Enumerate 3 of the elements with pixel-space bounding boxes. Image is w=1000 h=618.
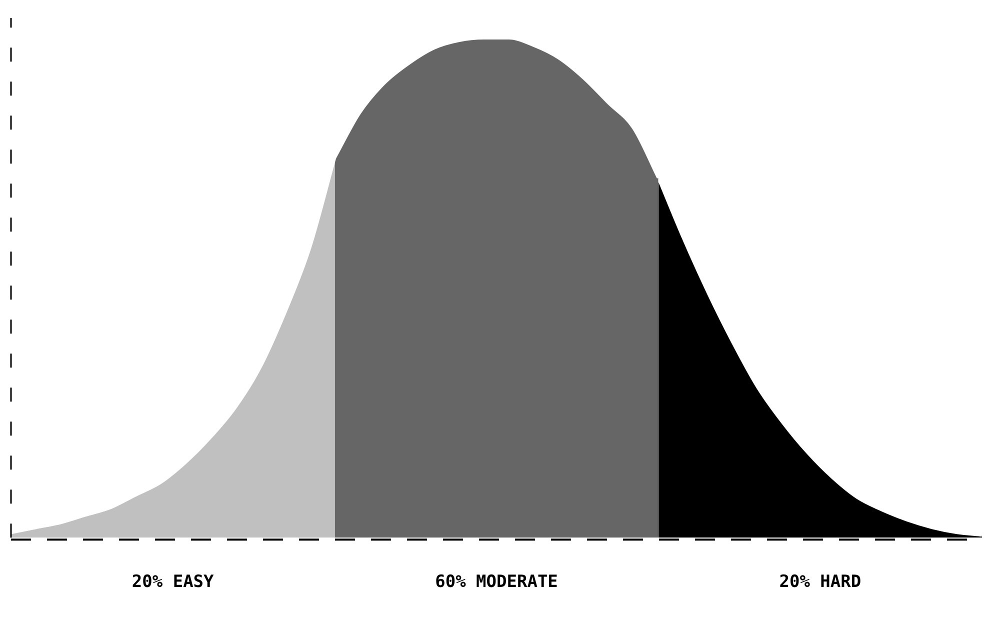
- text: 60% MODERATE: [435, 572, 558, 592]
- text: 20% EASY: [132, 572, 215, 592]
- text: 20% HARD: [779, 572, 862, 592]
